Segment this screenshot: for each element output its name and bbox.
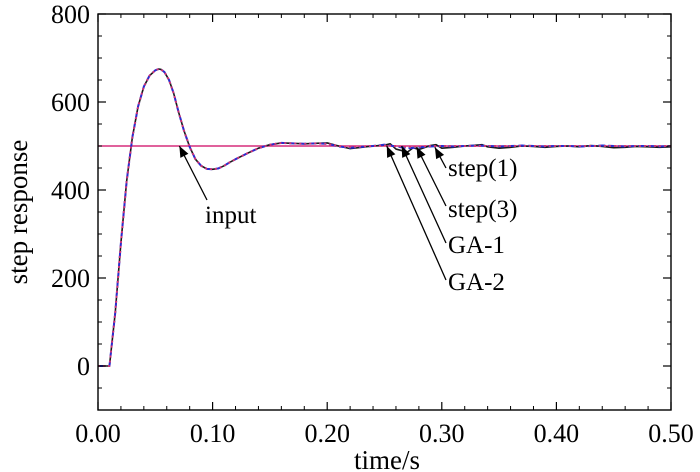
annotation-label-ga-2: GA-2 [448, 269, 505, 296]
annotation-arrowhead-step-1 [434, 147, 445, 160]
x-tick-label: 0.30 [419, 419, 465, 448]
axis-tick-labels: 0.00 0.10 0.20 0.30 0.40 0.50 0 200 400 600 800 [51, 0, 694, 448]
x-tick-label: 0.00 [75, 419, 121, 448]
annotation-arrowhead-step-3 [416, 146, 426, 159]
annotation-arrowhead-ga-1 [401, 146, 411, 158]
annotation-layer: input step(1) step(3) GA-1 GA-2 [178, 145, 517, 296]
y-tick-label: 600 [51, 88, 90, 117]
y-tick-label: 0 [77, 352, 90, 381]
annotation-arrow-ga-2 [386, 145, 447, 281]
annotation-arrow-ga-1 [401, 145, 447, 244]
x-tick-label: 0.10 [190, 419, 236, 448]
annotation-arrowhead-input [179, 146, 189, 158]
x-tick-label: 0.40 [534, 419, 580, 448]
plot-frame [97, 13, 672, 411]
y-tick-label: 800 [51, 0, 90, 29]
annotation-arrowhead-ga-2 [386, 146, 396, 158]
series-layer [98, 68, 671, 367]
y-tick-label: 400 [51, 176, 90, 205]
x-tick-label: 0.50 [648, 419, 694, 448]
y-axis-title: step response [3, 140, 33, 285]
series-line-step-3 [98, 68, 671, 367]
annotation-arrow-step-3 [416, 146, 447, 207]
y-tick-label: 200 [51, 264, 90, 293]
plot-area [98, 14, 671, 410]
annotation-label-input: input [205, 202, 256, 229]
annotation-label-ga-1: GA-1 [448, 232, 505, 259]
x-axis-title: time/s [354, 445, 420, 472]
x-tick-label: 0.20 [304, 419, 350, 448]
annotation-label-step-1: step(1) [448, 155, 517, 182]
annotation-label-step-3: step(3) [448, 196, 517, 223]
